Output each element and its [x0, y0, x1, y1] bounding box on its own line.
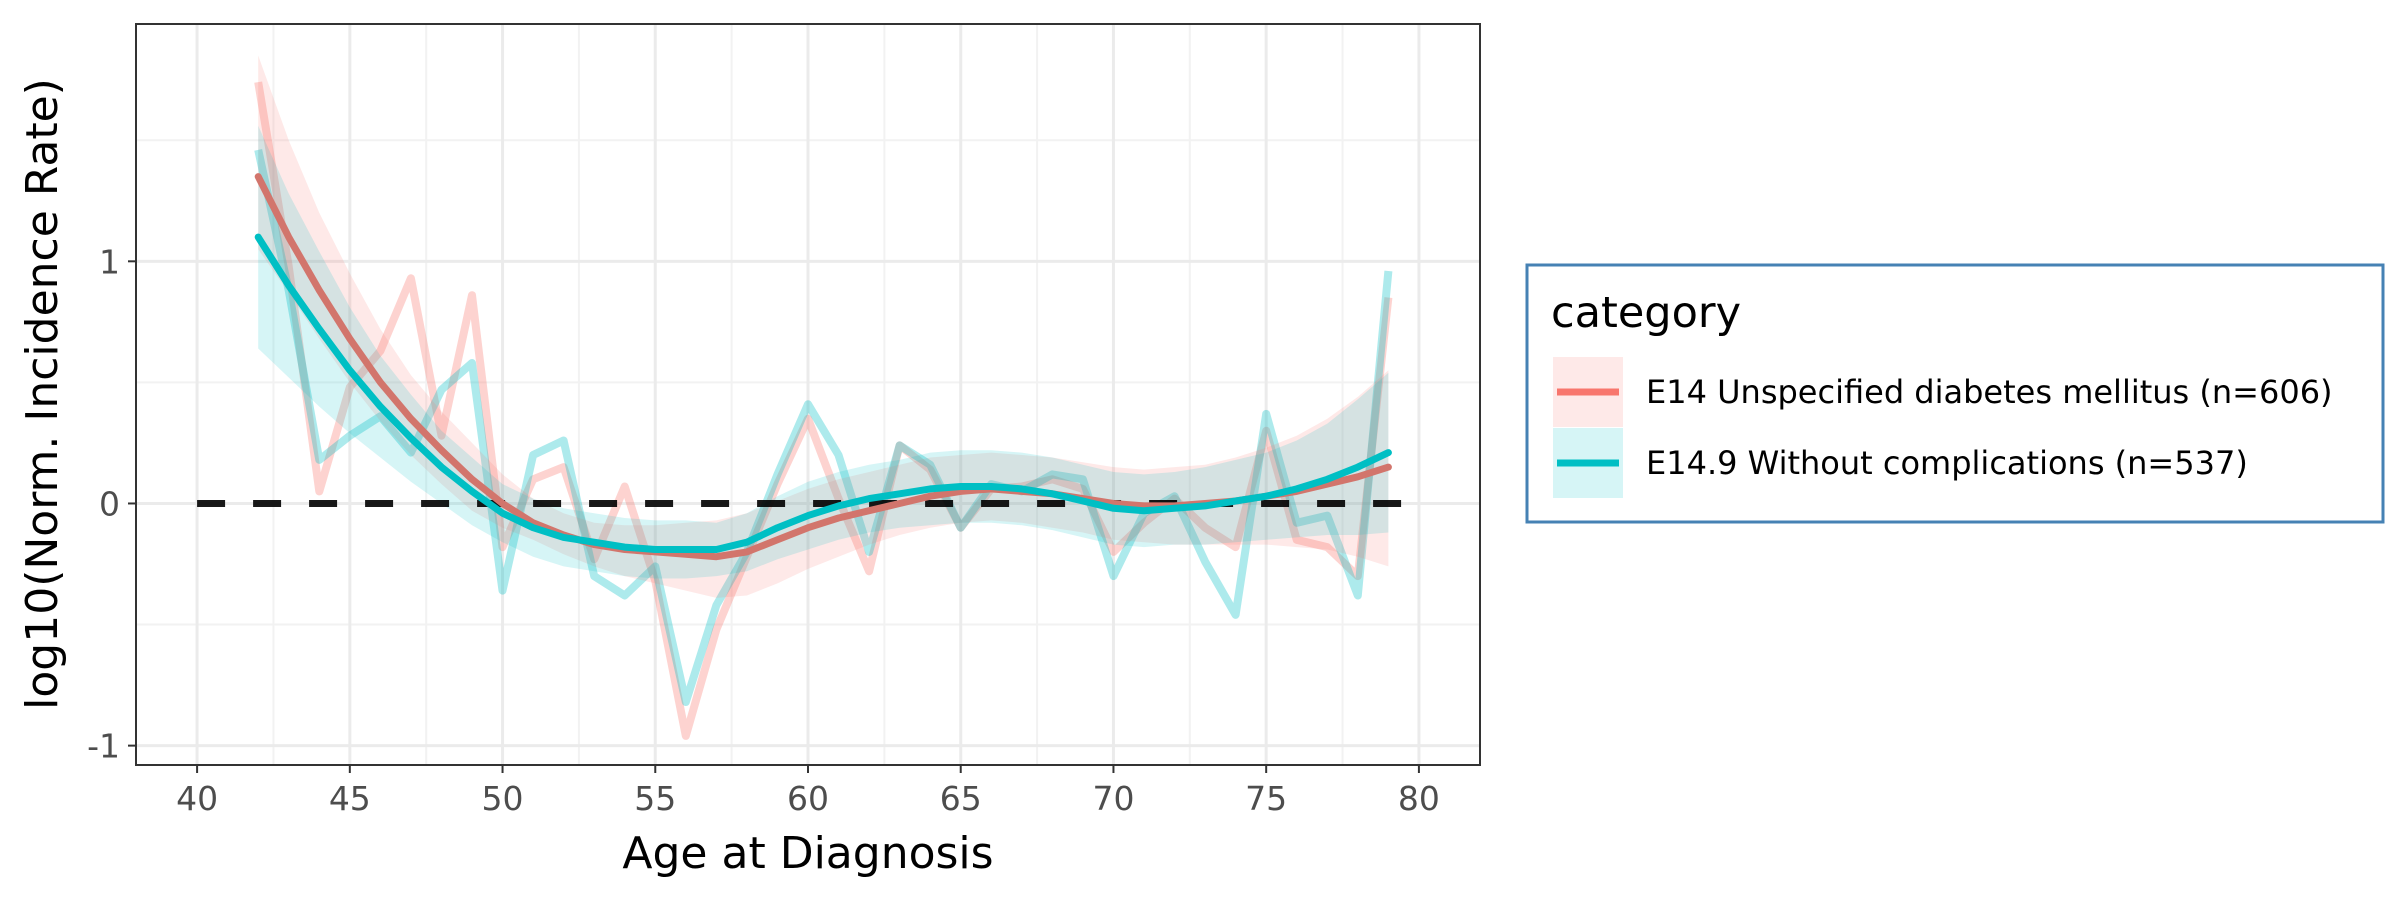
raw-line-series-2 [254, 149, 1393, 706]
y-tick-label: 1 [99, 242, 120, 281]
x-tick-label: 45 [329, 779, 371, 818]
x-tick-label: 70 [1092, 779, 1134, 818]
plot-area [135, 23, 1481, 766]
ci-ribbon-series-2 [258, 125, 1389, 579]
confidence-ribbons [258, 55, 1389, 598]
x-axis-title: Age at Diagnosis [622, 828, 993, 879]
y-axis-title: log10(Norm. Incidence Rate) [17, 78, 68, 710]
legend-label: E14 Unspecified diabetes mellitus (n=606… [1646, 373, 2333, 411]
x-tick-label: 40 [176, 779, 218, 818]
ci-ribbon-series-1 [258, 55, 1389, 598]
smooth-series-lines [254, 173, 1392, 561]
legend-items: E14 Unspecified diabetes mellitus (n=606… [1553, 357, 2333, 498]
grid-major [136, 24, 1480, 765]
y-tick-label: -1 [87, 727, 120, 766]
legend-label: E14.9 Without complications (n=537) [1646, 444, 2248, 482]
legend-title: category [1551, 288, 1741, 338]
x-axis: 40 45 50 55 60 65 70 75 80 [176, 765, 1440, 818]
legend-box [1525, 263, 2385, 524]
x-tick-label: 50 [482, 779, 524, 818]
y-tick-label: 0 [99, 484, 120, 523]
smooth-line-series-2 [254, 233, 1392, 553]
raw-series-lines [254, 81, 1393, 740]
y-axis: -1 0 1 [87, 242, 136, 766]
legend: category E14 Unspecified diabetes mellit… [1525, 263, 2385, 524]
x-tick-label: 60 [787, 779, 829, 818]
x-tick-label: 75 [1245, 779, 1287, 818]
x-tick-label: 80 [1398, 779, 1440, 818]
x-tick-label: 55 [634, 779, 676, 818]
x-tick-label: 65 [940, 779, 982, 818]
raw-line-series-1 [254, 81, 1393, 740]
